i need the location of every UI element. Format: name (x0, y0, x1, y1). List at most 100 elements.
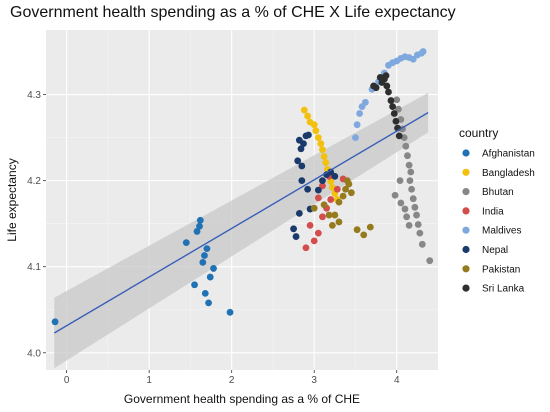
data-point (335, 198, 343, 206)
y-tick-label: 4.1 (27, 262, 41, 273)
data-point (353, 121, 361, 129)
data-point (201, 252, 208, 259)
data-point (390, 110, 398, 117)
data-point (409, 55, 417, 63)
x-tick-label: 2 (229, 375, 235, 386)
data-point (294, 157, 302, 165)
data-point (320, 153, 328, 160)
data-point (416, 229, 424, 237)
data-point (405, 161, 413, 169)
legend-key (462, 168, 470, 176)
y-tick-label: 4.3 (27, 90, 41, 101)
data-point (290, 225, 297, 233)
data-point (314, 194, 322, 202)
legend-label: Bangladesh (482, 168, 535, 179)
data-point (352, 134, 359, 141)
data-point (304, 185, 312, 193)
legend-label: Pakistan (482, 264, 520, 275)
x-tick-label: 3 (311, 375, 317, 386)
legend-key (462, 207, 470, 215)
data-point (297, 145, 305, 153)
data-point (333, 185, 341, 193)
data-points (51, 48, 434, 326)
data-point (411, 203, 419, 211)
data-point (383, 82, 391, 90)
data-point (306, 221, 314, 229)
y-axis: 4.0 4.1 4.2 4.3 (27, 90, 46, 359)
legend-label: Nepal (482, 245, 508, 256)
data-point (182, 239, 190, 247)
data-point (366, 223, 374, 231)
data-point (319, 182, 326, 190)
data-point (387, 97, 395, 104)
data-point (196, 216, 204, 224)
data-point (419, 48, 427, 55)
data-point (327, 196, 335, 203)
data-point (353, 226, 361, 234)
data-point (205, 299, 212, 307)
data-point (406, 177, 414, 185)
data-point (403, 213, 411, 221)
x-axis: 0 1 2 3 4 (64, 370, 400, 386)
data-point (319, 177, 326, 185)
data-point (345, 180, 353, 188)
data-point (414, 221, 422, 228)
data-point (347, 189, 355, 197)
data-point (408, 185, 415, 193)
data-point (405, 221, 413, 229)
data-point (199, 259, 207, 266)
data-point (361, 98, 369, 106)
data-point (304, 112, 312, 120)
data-point (391, 191, 399, 199)
data-point (409, 195, 417, 203)
data-point (314, 229, 322, 237)
data-point (402, 142, 410, 150)
data-point (370, 82, 378, 90)
data-point (392, 117, 400, 125)
data-point (385, 88, 392, 96)
data-point (300, 106, 308, 114)
data-point (320, 201, 328, 209)
data-point (201, 289, 209, 297)
y-tick-label: 4.2 (27, 176, 41, 187)
data-point (382, 72, 390, 80)
data-point (310, 121, 318, 129)
data-point (322, 159, 330, 166)
data-point (335, 218, 343, 226)
data-point (393, 96, 401, 104)
data-point (360, 231, 368, 239)
data-point (331, 211, 339, 219)
data-point (407, 168, 415, 176)
data-point (292, 233, 300, 240)
data-point (426, 257, 434, 265)
x-tick-label: 0 (64, 375, 70, 386)
y-tick-label: 4.0 (27, 348, 41, 359)
data-point (302, 244, 310, 252)
y-axis-label: Life expectancy (5, 158, 19, 241)
x-tick-label: 4 (394, 375, 400, 386)
data-point (196, 222, 203, 230)
data-point (314, 134, 322, 141)
data-point (317, 140, 325, 148)
data-point (203, 245, 211, 253)
data-point (394, 105, 402, 113)
data-point (193, 228, 201, 235)
data-point (404, 152, 411, 160)
data-point (327, 178, 335, 185)
data-point (295, 136, 303, 144)
data-point (413, 211, 420, 219)
legend-label: India (482, 206, 504, 217)
data-point (356, 110, 363, 117)
data-point (310, 237, 318, 245)
data-point (314, 186, 322, 194)
chart-title: Government health spending as a % of CHE… (10, 4, 456, 21)
data-point (339, 192, 347, 200)
data-point (378, 79, 386, 86)
legend-title: country (459, 126, 498, 140)
legend-label: Bhutan (482, 187, 514, 198)
data-point (397, 199, 405, 207)
legend-key (462, 245, 470, 254)
x-tick-label: 1 (146, 375, 152, 386)
data-point (210, 265, 217, 272)
